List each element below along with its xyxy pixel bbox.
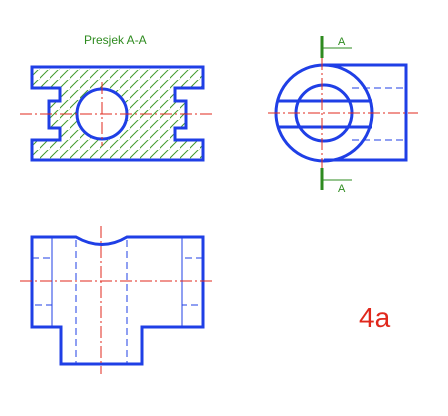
section-hatch-area xyxy=(32,67,203,160)
side-outline xyxy=(324,63,408,162)
front-hidden-slot-left xyxy=(32,257,53,306)
section-outline xyxy=(30,65,205,162)
cut-label-top: A xyxy=(338,36,346,48)
side-view: A A xyxy=(268,36,418,195)
figure-number: 4a xyxy=(359,302,391,333)
section-title: Presjek A-A xyxy=(84,33,147,47)
front-outline xyxy=(30,235,205,366)
section-view-a-a: Presjek A-A xyxy=(20,33,215,162)
front-view xyxy=(20,226,215,374)
cut-label-bottom: A xyxy=(338,183,346,195)
